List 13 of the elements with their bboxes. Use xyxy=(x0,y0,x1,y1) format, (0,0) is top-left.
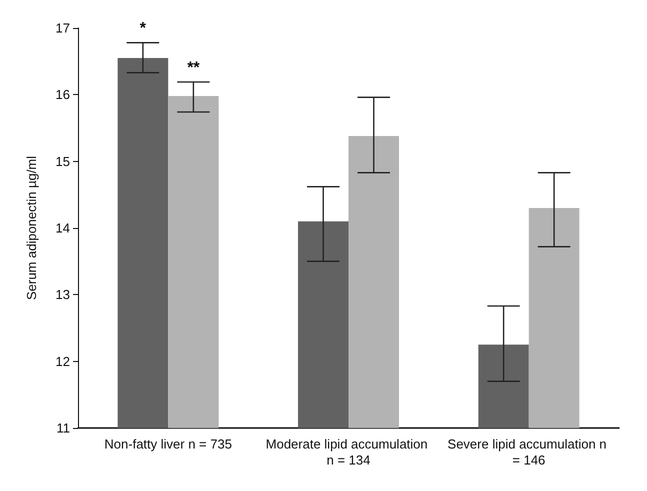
y-tick-label: 13 xyxy=(56,287,70,302)
y-tick-label: 14 xyxy=(56,220,70,236)
y-tick-label: 12 xyxy=(56,354,70,369)
annotation: ** xyxy=(187,60,200,76)
x-tick-label: Severe lipid accumulation n = 146 xyxy=(448,436,610,468)
x-tick-label: Non-fatty liver n = 735 xyxy=(104,436,232,452)
y-tick-label: 11 xyxy=(56,420,70,436)
y-tick-label: 17 xyxy=(56,20,70,36)
annotation: * xyxy=(140,20,147,38)
x-tick-label: Moderate lipid accumulation n = 134 xyxy=(266,436,432,468)
y-axis-title: Serum adiponectin µg/ml xyxy=(24,156,39,300)
y-tick-label: 15 xyxy=(56,154,70,169)
y-tick-label: 16 xyxy=(56,87,70,102)
